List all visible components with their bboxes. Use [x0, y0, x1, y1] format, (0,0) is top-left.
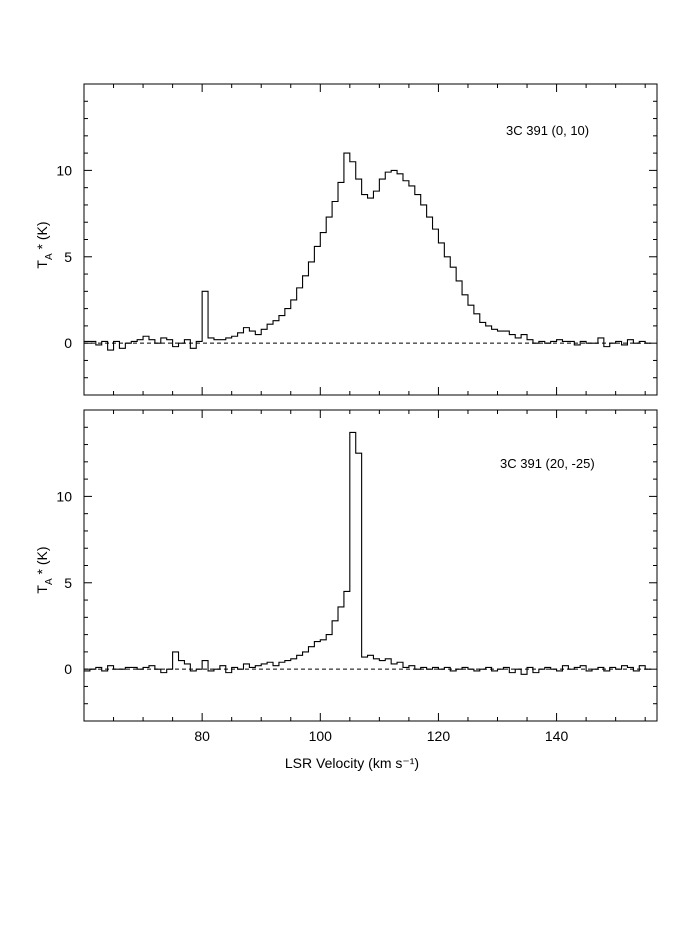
y-tick-labels: 0 5 10 [56, 162, 72, 351]
panel-top: 0 5 10 3C 391 (0, 10) TA * (K) [34, 83, 658, 396]
y-axis-title-sub: A [44, 253, 55, 260]
y-axis-title-base: T [34, 585, 50, 594]
y-tick-labels: 0 5 10 [56, 488, 72, 677]
y-axis-title: TA * (K) [34, 546, 55, 593]
spectrum-trace [84, 431, 652, 675]
y-tick-label: 0 [64, 335, 72, 351]
panel-bottom: 0 5 10 80 100 120 140 3C 391 (20, -25) TA * (… [34, 409, 658, 771]
y-tick-label: 0 [64, 661, 72, 677]
x-axis-title: LSR Velocity (km s⁻¹) [285, 755, 419, 771]
x-tick-label: 100 [309, 728, 333, 744]
tick-marks [83, 410, 657, 721]
y-tick-label: 10 [56, 162, 72, 178]
y-tick-label: 10 [56, 488, 72, 504]
y-axis-title-base: T [34, 260, 50, 269]
panel-label: 3C 391 (20, -25) [500, 456, 595, 471]
y-axis-title: TA * (K) [34, 221, 55, 268]
x-tick-labels: 80 100 120 140 [194, 728, 568, 744]
spectrum-trace [84, 152, 652, 351]
y-tick-label: 5 [64, 575, 72, 591]
y-tick-label: 5 [64, 249, 72, 265]
y-axis-title-rest: * (K) [34, 221, 50, 253]
x-tick-label: 140 [545, 728, 569, 744]
y-axis-title-sub: A [44, 578, 55, 585]
y-axis-title-rest: * (K) [34, 546, 50, 578]
x-tick-label: 120 [427, 728, 451, 744]
tick-marks [83, 84, 657, 395]
x-tick-label: 80 [194, 728, 210, 744]
panel-label: 3C 391 (0, 10) [506, 123, 589, 138]
